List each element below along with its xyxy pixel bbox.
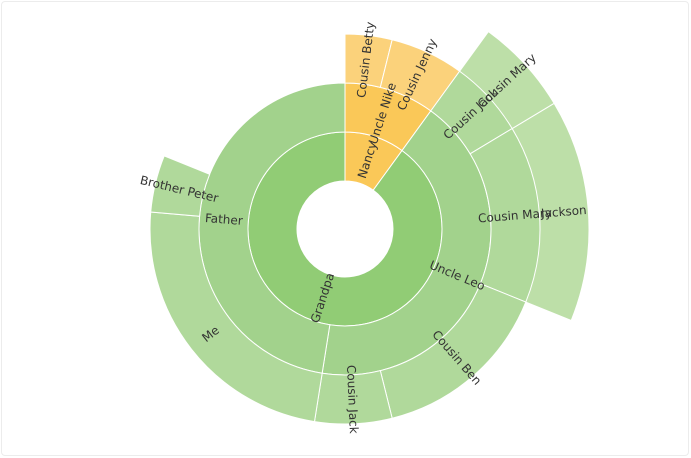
label-jackson: Jackson — [540, 203, 588, 221]
label-cousin-jack: Cousin Jack — [344, 365, 361, 434]
segment-brother-peter[interactable] — [150, 155, 211, 217]
segment-grandpa[interactable] — [247, 131, 443, 327]
label-father: Father — [204, 211, 243, 228]
label-cousin-mary: Cousin Mary — [478, 206, 553, 226]
